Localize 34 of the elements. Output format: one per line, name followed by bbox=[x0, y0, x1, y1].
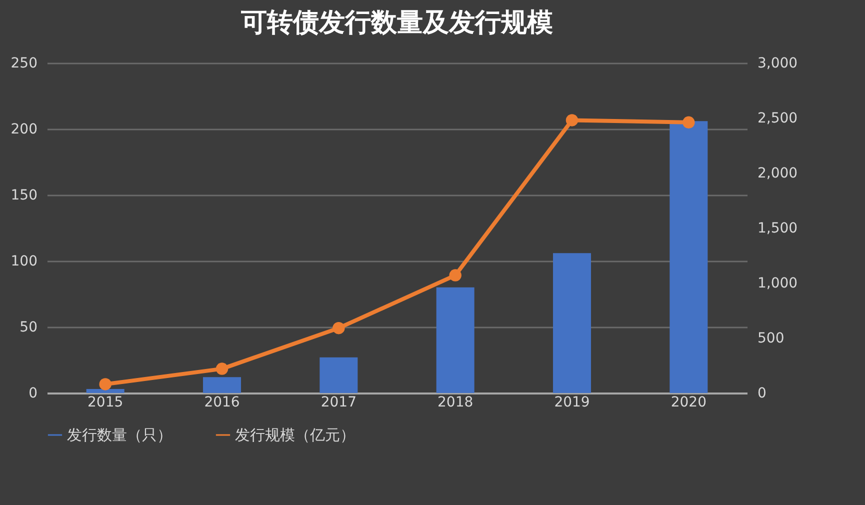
x-tick-label: 2019 bbox=[554, 394, 590, 410]
legend-label: 发行数量（只） bbox=[67, 426, 172, 444]
bar bbox=[86, 389, 124, 393]
x-tick-label: 2017 bbox=[320, 394, 356, 410]
chart-title: 可转债发行数量及发行规模 bbox=[240, 8, 553, 38]
y2-tick-label: 3,000 bbox=[758, 56, 798, 72]
y2-tick-label: 0 bbox=[758, 386, 766, 402]
point bbox=[449, 269, 462, 282]
y-tick-label: 100 bbox=[10, 254, 38, 270]
y-tick-label: 50 bbox=[20, 320, 38, 336]
bar bbox=[553, 253, 591, 393]
y-tick-label: 250 bbox=[10, 56, 38, 72]
x-tick-label: 2018 bbox=[438, 394, 474, 410]
bar bbox=[203, 377, 241, 393]
x-tick-label: 2015 bbox=[88, 394, 124, 410]
x-tick-label: 2020 bbox=[670, 394, 706, 410]
bar bbox=[670, 121, 708, 393]
bar bbox=[320, 357, 358, 393]
y2-tick-label: 1,000 bbox=[758, 276, 798, 292]
y2-tick-label: 500 bbox=[758, 330, 784, 346]
y2-tick-label: 1,500 bbox=[758, 220, 798, 236]
legend-label: 发行规模（亿元） bbox=[235, 426, 355, 444]
point bbox=[216, 362, 228, 375]
point bbox=[682, 116, 695, 129]
bar bbox=[436, 287, 474, 393]
y2-tick-label: 2,500 bbox=[758, 110, 798, 126]
y-tick-label: 150 bbox=[10, 188, 38, 204]
y-tick-label: 200 bbox=[10, 122, 38, 138]
y2-tick-label: 2,000 bbox=[758, 166, 798, 182]
point bbox=[332, 322, 345, 334]
point bbox=[99, 378, 112, 390]
point bbox=[566, 114, 578, 126]
x-tick-label: 2016 bbox=[204, 394, 240, 410]
y-tick-label: 0 bbox=[28, 386, 38, 402]
